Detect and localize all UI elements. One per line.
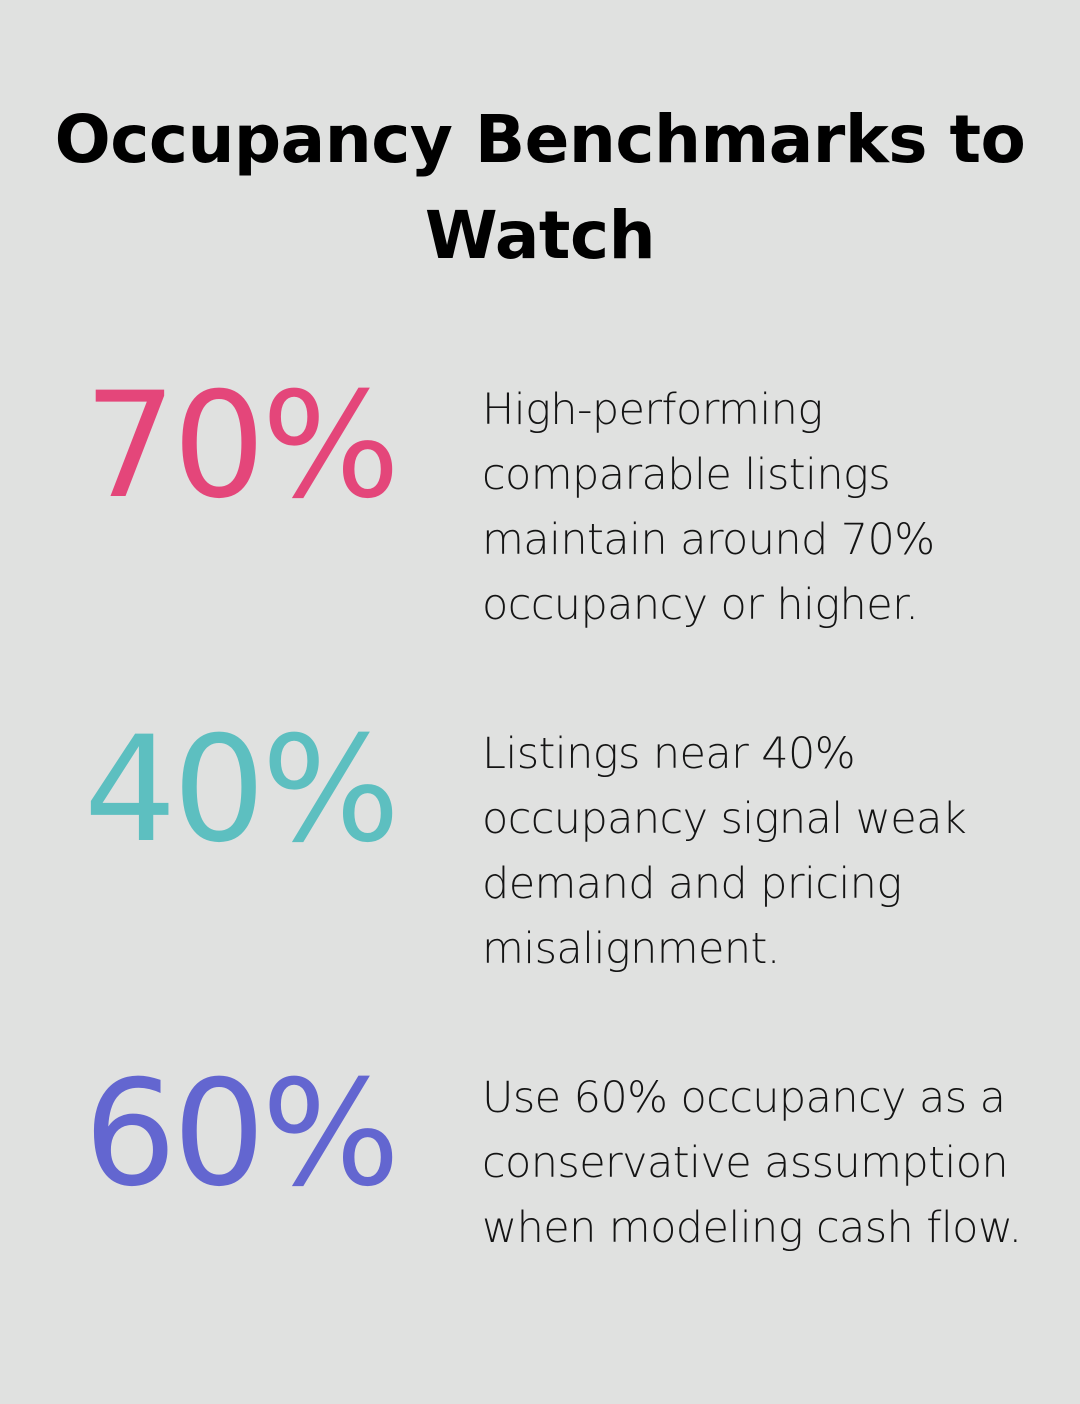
stat-value: 70%	[83, 361, 401, 531]
page-title: Occupancy Benchmarks to Watch	[54, 101, 1026, 274]
stat-description: Listings near 40% occupancy signal weak …	[482, 729, 967, 974]
stat-description: Use 60% occupancy as a conservative assu…	[482, 1073, 1022, 1253]
stat-value: 40%	[83, 705, 401, 875]
stat-value: 60%	[83, 1049, 401, 1219]
stat-description: High-performing comparable listings main…	[482, 385, 935, 630]
